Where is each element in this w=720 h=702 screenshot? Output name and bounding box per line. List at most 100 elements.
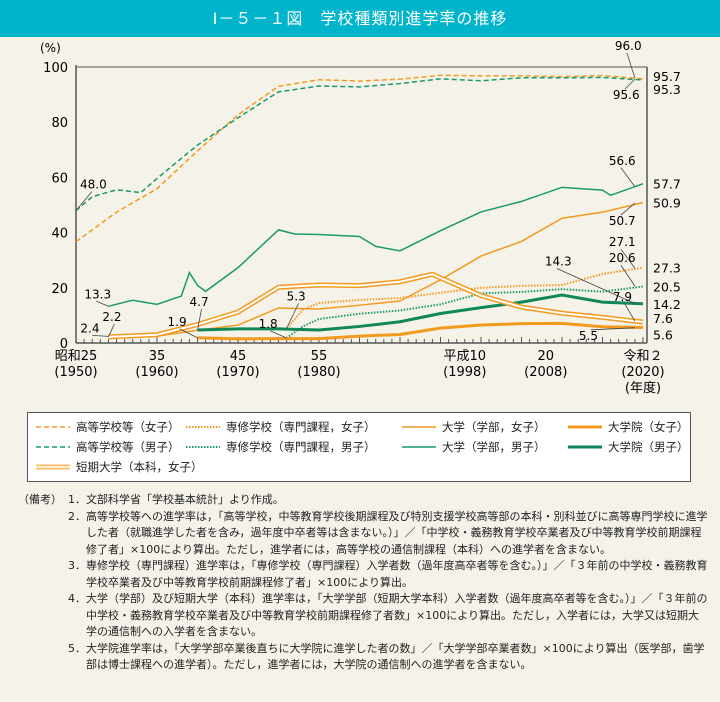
annotation-leader xyxy=(270,330,287,339)
series-line xyxy=(75,74,644,243)
x-tick-label-year: (1950) xyxy=(54,365,97,380)
series-line xyxy=(108,201,644,338)
note-text: 大学院進学率は，「大学学部卒業後直ちに大学院に進学した者の数」／「大学学部卒業者… xyxy=(86,641,705,672)
x-tick-label: 55 xyxy=(311,349,328,364)
notes-heading xyxy=(18,558,68,591)
note-text: 高等学校等への進学率は，「高等学校，中等教育学校後期課程及び特別支援学校高等部の… xyxy=(86,509,708,556)
annotation-label: 2.2 xyxy=(102,310,121,324)
note-item: 2． 高等学校等への進学率は，「高等学校，中等教育学校後期課程及び特別支援学校高等… xyxy=(18,509,708,559)
x-tick-label-unit: (年度) xyxy=(625,380,661,396)
annotation-label: 14.3 xyxy=(545,255,572,269)
legend-swatch xyxy=(186,446,220,448)
annotation-label: 5.3 xyxy=(287,289,306,303)
legend-item: 大学（学部，女子） xyxy=(402,419,546,435)
series-line xyxy=(285,266,644,330)
x-tick-label: 35 xyxy=(149,349,166,364)
end-value-label: 95.7 xyxy=(653,69,681,84)
note-item: 5． 大学院進学率は，「大学学部卒業後直ちに大学院に進学した者の数」／「大学学部卒… xyxy=(18,641,708,674)
x-tick-label-year: (1970) xyxy=(216,365,259,380)
x-tick-label-year: (1980) xyxy=(297,365,340,380)
annotation-leader xyxy=(92,334,109,337)
series-line xyxy=(197,321,644,341)
x-tick-label: 昭和25 xyxy=(55,349,98,364)
annotation-leader xyxy=(590,327,635,331)
y-tick-label: 80 xyxy=(51,116,68,131)
legend-item: 高等学校等（女子） xyxy=(36,419,180,435)
legend-item: 大学院（女子） xyxy=(568,419,689,435)
note-number: 5． xyxy=(68,641,86,655)
x-tick-label-year: (1960) xyxy=(135,365,178,380)
notes-heading xyxy=(18,591,68,641)
annotation-label: 7.9 xyxy=(613,290,632,304)
legend-swatch xyxy=(402,446,436,448)
series-line-inner xyxy=(108,273,644,338)
legend-swatch xyxy=(36,464,70,470)
annotation-label: 1.8 xyxy=(259,317,278,331)
annotation-leader xyxy=(620,248,636,269)
annotation-leader xyxy=(286,303,299,329)
annotation-label: 96.0 xyxy=(615,40,642,53)
note-number: 2． xyxy=(68,509,86,523)
figure-title: Ⅰ－５－１図 学校種類別進学率の推移 xyxy=(0,0,720,37)
legend-swatch xyxy=(36,446,70,448)
legend-label: 大学院（男子） xyxy=(608,440,689,454)
legend-item: 高等学校等（男子） xyxy=(36,439,180,455)
annotation-label: 50.7 xyxy=(609,214,636,228)
series-line xyxy=(286,285,644,339)
legend-item: 大学（学部，男子） xyxy=(402,439,546,455)
y-tick-label: 20 xyxy=(51,282,68,297)
legend-label: 専修学校（専門課程，女子） xyxy=(226,420,376,434)
note-text: 大学（学部）及び短期大学（本科）進学率は，「大学学部（短期大学本科）入学者数（過… xyxy=(86,592,708,638)
y-tick-label: 60 xyxy=(51,171,68,186)
end-value-label: 5.6 xyxy=(653,328,673,343)
series-line xyxy=(75,76,644,212)
x-tick-label: 20 xyxy=(538,349,555,364)
end-value-label: 57.7 xyxy=(653,177,681,192)
legend-label: 大学（学部，女子） xyxy=(442,420,546,434)
legend-swatch xyxy=(568,445,602,449)
annotation-label: 1.9 xyxy=(168,315,187,329)
legend-item: 短期大学（本科，女子） xyxy=(36,459,203,475)
annotation-leader xyxy=(624,78,636,90)
legend-label: 大学院（女子） xyxy=(608,420,689,434)
notes-heading xyxy=(18,641,68,674)
legend-swatch xyxy=(402,426,436,428)
legend-swatch xyxy=(186,426,220,428)
legend-label: 高等学校等（女子） xyxy=(76,420,180,434)
annotation-leader xyxy=(108,323,115,338)
end-value-label: 27.3 xyxy=(653,261,681,276)
notes: （備考） 1． 文部科学省「学校基本統計」より作成。 2． 高等学校等への進学率は，「高… xyxy=(18,492,708,674)
annotation-label: 48.0 xyxy=(80,178,107,192)
y-tick-label: 40 xyxy=(51,227,68,242)
note-number: 1． xyxy=(68,493,86,506)
y-tick-label: 0 xyxy=(60,337,68,352)
annotation-leader xyxy=(179,328,198,339)
annotation-label: 4.7 xyxy=(190,295,209,309)
series-line xyxy=(197,293,644,332)
annotation-leader xyxy=(620,167,636,188)
x-tick-label-year: (1998) xyxy=(443,365,486,380)
annotation-label: 13.3 xyxy=(84,287,111,301)
y-axis-unit: (%) xyxy=(40,41,61,55)
legend-label: 専修学校（専門課程，男子） xyxy=(226,440,376,454)
annotation-leader xyxy=(624,303,636,322)
note-text: 専修学校（専門課程）進学率は，「専修学校（専門課程）入学者数（過年度高卒者等を含… xyxy=(86,559,708,589)
annotation-label: 20.6 xyxy=(609,251,636,265)
annotation-leader xyxy=(620,202,636,216)
end-value-label: 7.6 xyxy=(653,311,673,326)
end-value-label: 95.3 xyxy=(653,82,681,97)
end-value-label: 14.2 xyxy=(653,297,681,312)
legend-item: 大学院（男子） xyxy=(568,439,689,455)
annotation-leader xyxy=(626,52,636,79)
series-line xyxy=(108,183,644,308)
x-tick-label-year: (2020) xyxy=(621,365,664,380)
annotation-leader xyxy=(75,191,93,211)
legend-item: 専修学校（専門課程，女子） xyxy=(186,419,376,435)
note-item: （備考） 1． 文部科学省「学校基本統計」より作成。 xyxy=(18,492,708,509)
annotation-label: 5.5 xyxy=(579,329,598,343)
y-tick-label: 100 xyxy=(43,61,68,76)
annotation-label: 95.6 xyxy=(613,88,640,102)
annotation-label: 2.4 xyxy=(80,321,99,335)
annotation-label: 27.1 xyxy=(609,235,636,249)
note-number: 3． xyxy=(68,559,86,572)
